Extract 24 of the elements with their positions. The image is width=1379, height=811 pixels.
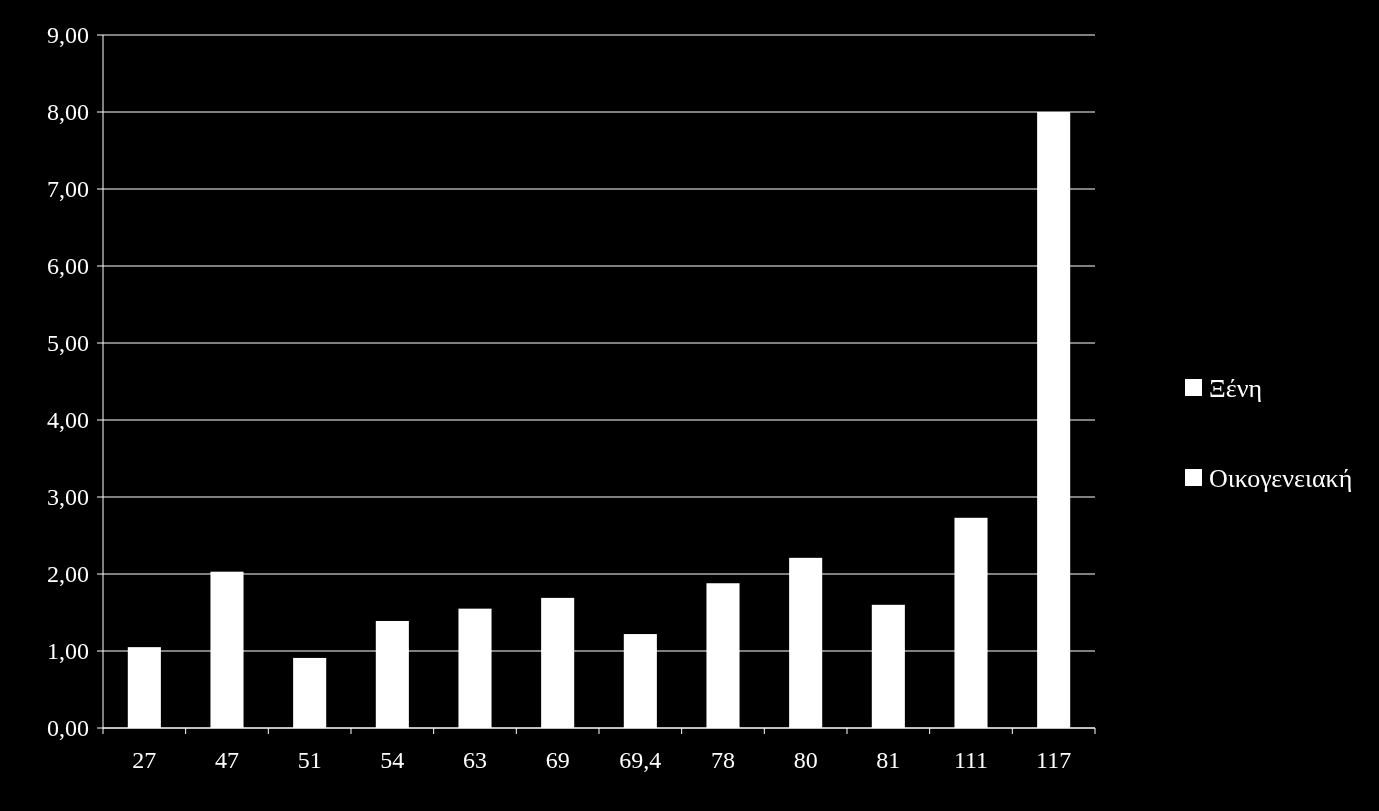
y-tick-label: 5,00	[47, 330, 89, 357]
y-tick-label: 6,00	[47, 253, 89, 280]
y-tick-label: 8,00	[47, 99, 89, 126]
y-tick-label: 1,00	[47, 638, 89, 665]
x-tick-label: 63	[463, 747, 487, 773]
x-tick-label: 47	[215, 747, 239, 773]
x-tick-label: 80	[793, 747, 818, 773]
x-tick-label: 81	[876, 747, 901, 773]
y-tick-label: 0,00	[47, 715, 89, 742]
y-tick-label: 2,00	[47, 561, 89, 588]
y-tick-label: 7,00	[47, 176, 89, 203]
x-tick-label: 69,4	[619, 747, 662, 773]
x-tick-label: 78	[711, 747, 735, 773]
x-tick-label: 69	[545, 747, 570, 773]
y-tick-label: 9,00	[47, 22, 89, 49]
x-tick-label: 27	[132, 747, 157, 773]
x-tick-label: 54	[380, 747, 405, 773]
y-tick-label: 4,00	[47, 407, 89, 434]
x-tick-label: 117	[1036, 747, 1072, 773]
x-tick-label: 111	[953, 747, 989, 773]
y-tick-label: 3,00	[47, 484, 89, 511]
legend-label: Ξένη	[1209, 374, 1262, 404]
x-tick-label: 51	[297, 747, 322, 773]
legend-label: Οικογενειακή	[1209, 464, 1353, 494]
